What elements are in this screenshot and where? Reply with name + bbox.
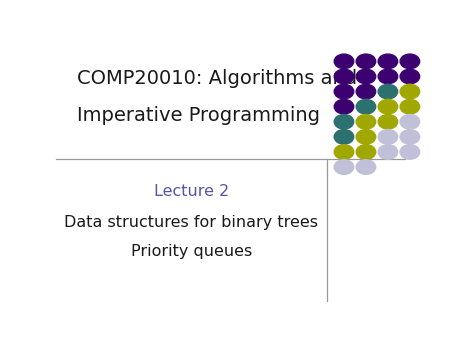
Circle shape (400, 115, 420, 129)
Circle shape (334, 129, 354, 144)
Text: Priority queues: Priority queues (131, 244, 252, 259)
Text: Data structures for binary trees: Data structures for binary trees (64, 215, 319, 230)
Circle shape (356, 54, 376, 69)
Circle shape (378, 99, 398, 114)
Circle shape (378, 115, 398, 129)
Circle shape (400, 145, 420, 159)
Text: Lecture 2: Lecture 2 (154, 184, 229, 199)
Circle shape (356, 99, 376, 114)
Circle shape (356, 115, 376, 129)
Circle shape (334, 160, 354, 174)
Text: COMP20010: Algorithms and: COMP20010: Algorithms and (77, 69, 357, 89)
Circle shape (400, 99, 420, 114)
Circle shape (356, 160, 376, 174)
Circle shape (400, 69, 420, 84)
Circle shape (378, 69, 398, 84)
Circle shape (356, 84, 376, 99)
Circle shape (378, 84, 398, 99)
Circle shape (378, 54, 398, 69)
Circle shape (334, 115, 354, 129)
Circle shape (400, 84, 420, 99)
Circle shape (334, 69, 354, 84)
Circle shape (400, 54, 420, 69)
Circle shape (334, 145, 354, 159)
Circle shape (334, 99, 354, 114)
Circle shape (400, 129, 420, 144)
Circle shape (356, 69, 376, 84)
Circle shape (378, 129, 398, 144)
Circle shape (334, 54, 354, 69)
Circle shape (356, 145, 376, 159)
Circle shape (334, 84, 354, 99)
Circle shape (378, 145, 398, 159)
Text: Imperative Programming: Imperative Programming (77, 106, 320, 125)
Circle shape (356, 129, 376, 144)
